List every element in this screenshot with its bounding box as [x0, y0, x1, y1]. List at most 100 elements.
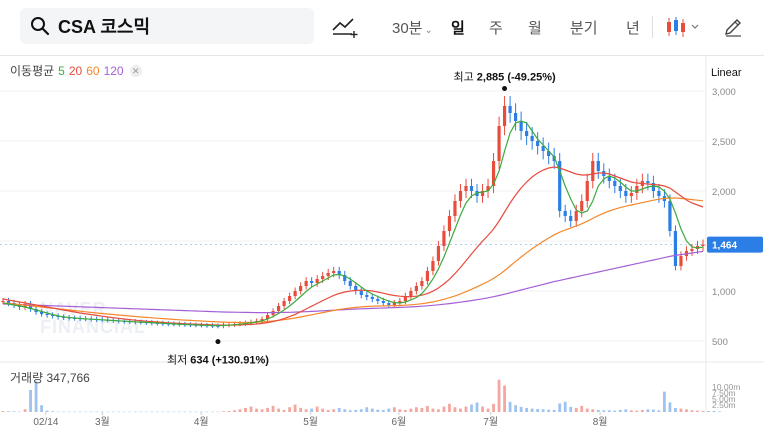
volume-bar — [519, 406, 523, 412]
volume-bar — [51, 411, 55, 412]
volume-bar — [23, 409, 27, 412]
candle-body — [547, 151, 551, 156]
volume-bar — [712, 410, 716, 412]
volume-bar — [497, 379, 501, 412]
volume-bar — [288, 407, 292, 412]
volume-bar — [657, 410, 661, 412]
volume-bar — [453, 407, 457, 412]
symbol-name: CSA 코스믹 — [58, 17, 151, 37]
volume-bar — [326, 409, 330, 412]
timeframe-day[interactable]: 일 — [451, 20, 465, 37]
volume-bar — [558, 403, 562, 412]
volume-bar — [155, 411, 159, 413]
pen-icon[interactable] — [722, 16, 744, 38]
candle-body — [365, 295, 369, 297]
candle-body — [51, 315, 55, 316]
candlestick-icon[interactable] — [664, 14, 702, 40]
candle-body — [436, 246, 441, 261]
candle-body — [453, 201, 457, 216]
volume-bar — [293, 404, 297, 412]
volume-bar — [260, 409, 264, 412]
low-marker — [215, 339, 221, 345]
volume-tick-label: 5.00m — [712, 394, 736, 404]
timeframe-month[interactable]: 월 — [528, 20, 542, 37]
x-tick-label: 3월 — [95, 416, 110, 428]
candle-body — [332, 271, 336, 273]
volume-bar — [398, 409, 402, 412]
volume-bar — [690, 410, 694, 412]
x-tick-label: 5월 — [303, 416, 318, 428]
candle-body — [629, 193, 633, 196]
volume-bar — [707, 410, 710, 412]
volume-bar — [552, 409, 556, 412]
volume-bar — [646, 409, 650, 412]
volume-bar — [45, 410, 49, 412]
timeframe-year[interactable]: 년 — [626, 20, 640, 37]
volume-bar — [343, 409, 347, 412]
volume-bar — [464, 406, 468, 412]
ma120-line — [2, 250, 704, 314]
volume-bar — [431, 408, 435, 412]
volume-bar — [387, 408, 391, 412]
candle-body — [525, 131, 529, 136]
volume-bar — [67, 411, 71, 413]
volume-bar — [100, 411, 104, 413]
chart-toolbar: CSA 코스믹 30분 ⌄ 일 주 월 분기 년 — [0, 0, 764, 56]
candle-body — [464, 186, 468, 191]
candle-body — [585, 181, 589, 201]
high-label: 최고 — [453, 71, 476, 84]
scale-toggle[interactable]: Linear — [711, 67, 742, 79]
volume-bar — [580, 405, 584, 412]
volume-bar — [370, 408, 374, 412]
candle-body — [420, 281, 424, 286]
close-icon[interactable]: ✕ — [129, 64, 142, 77]
candle-body — [657, 191, 661, 196]
volume-bar — [29, 389, 32, 412]
timeframe-quarter[interactable]: 분기 — [570, 20, 598, 37]
volume-bar — [95, 411, 99, 413]
volume-bar — [348, 410, 352, 412]
volume-bar — [62, 411, 66, 413]
volume-bar — [161, 411, 165, 413]
low-label: 최저 — [167, 354, 190, 367]
volume-bar — [547, 409, 551, 412]
volume-bar — [514, 405, 517, 412]
x-tick-label: 7월 — [483, 416, 498, 428]
volume-bar — [685, 409, 688, 412]
volume-bar — [139, 411, 143, 413]
search-icon — [31, 17, 50, 36]
volume-bar — [337, 407, 341, 412]
moving-average-legend: 이동평균 5 20 60 120 ✕ — [10, 62, 142, 79]
volume-bar — [426, 405, 429, 412]
volume-bar — [624, 409, 628, 412]
volume-bar — [1, 410, 5, 412]
ma5-label: 5 — [58, 63, 65, 78]
candle-body — [558, 161, 562, 211]
candle-body — [304, 281, 308, 286]
volume-bar — [536, 408, 540, 412]
volume-bar — [613, 410, 617, 412]
candle-body — [265, 315, 270, 319]
volume-bar — [321, 408, 325, 412]
volume-legend: 거래량 347,766 — [10, 369, 90, 386]
volume-bar — [315, 406, 319, 412]
x-tick-label: 02/14 — [33, 417, 58, 428]
volume-tick-label: 10.00m — [712, 382, 740, 392]
candle-body — [519, 121, 523, 131]
volume-bar — [635, 410, 639, 412]
timeframe-week[interactable]: 주 — [489, 20, 503, 37]
volume-bar — [233, 410, 236, 412]
timeframe-30min[interactable]: 30분 ⌄ — [392, 17, 433, 38]
candle-body — [569, 216, 573, 221]
volume-bar — [183, 411, 187, 413]
volume-bar — [602, 410, 606, 412]
indicator-add-icon[interactable] — [330, 14, 360, 40]
candle-body — [607, 176, 611, 181]
toolbar-divider — [652, 16, 653, 38]
volume-tick-label: 2.50m — [712, 400, 736, 410]
volume-bar — [470, 404, 473, 412]
ma20-label: 20 — [68, 63, 83, 78]
symbol-search-box[interactable]: CSA 코스믹 — [20, 8, 314, 44]
candle-body — [260, 319, 264, 321]
